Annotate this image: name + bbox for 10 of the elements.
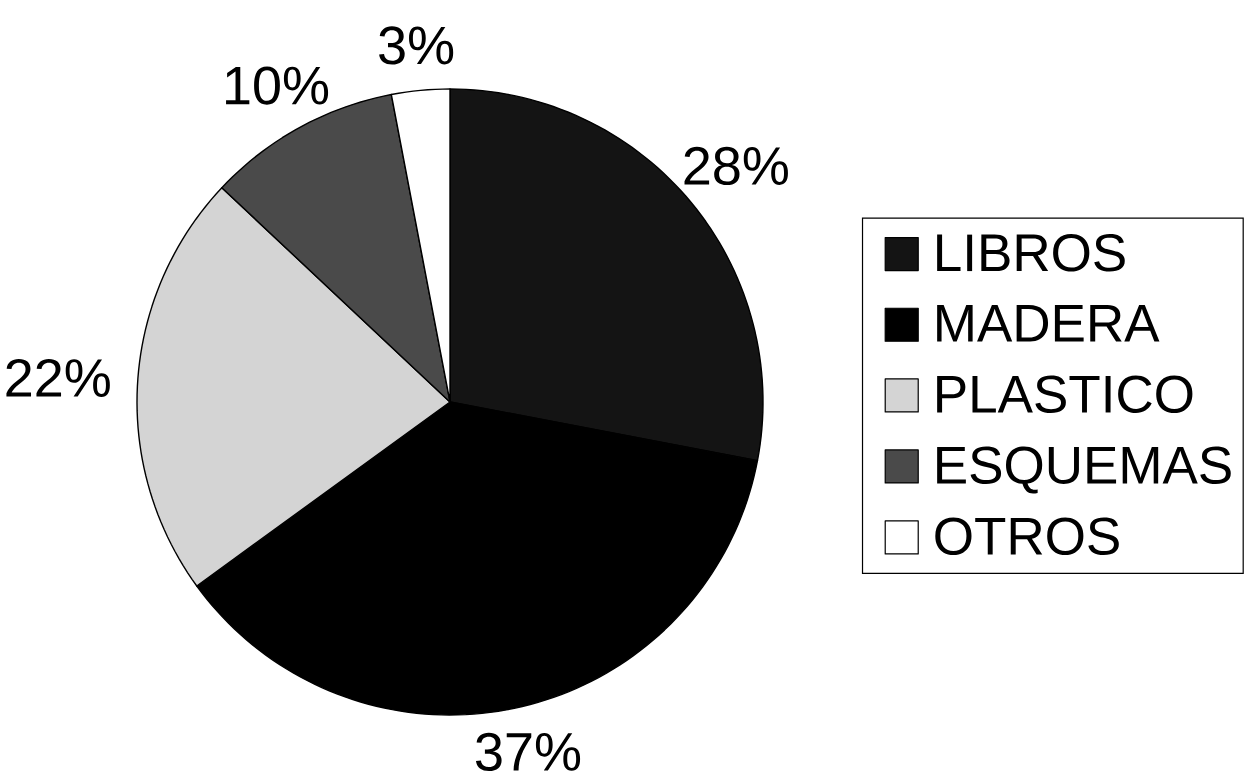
legend-label: OTROS	[935, 517, 1119, 555]
data-label: 22%	[6, 358, 110, 397]
data-label: 28%	[684, 146, 788, 186]
legend-label: ESQUEMAS	[937, 446, 1231, 494]
legend-label: MADERA	[937, 305, 1160, 342]
data-label: 37%	[476, 732, 581, 772]
data-label: 10%	[226, 66, 329, 105]
legend-label: LIBROS	[937, 234, 1125, 272]
data-label: 3%	[379, 26, 454, 65]
legend-label: PLASTICO	[937, 375, 1193, 414]
